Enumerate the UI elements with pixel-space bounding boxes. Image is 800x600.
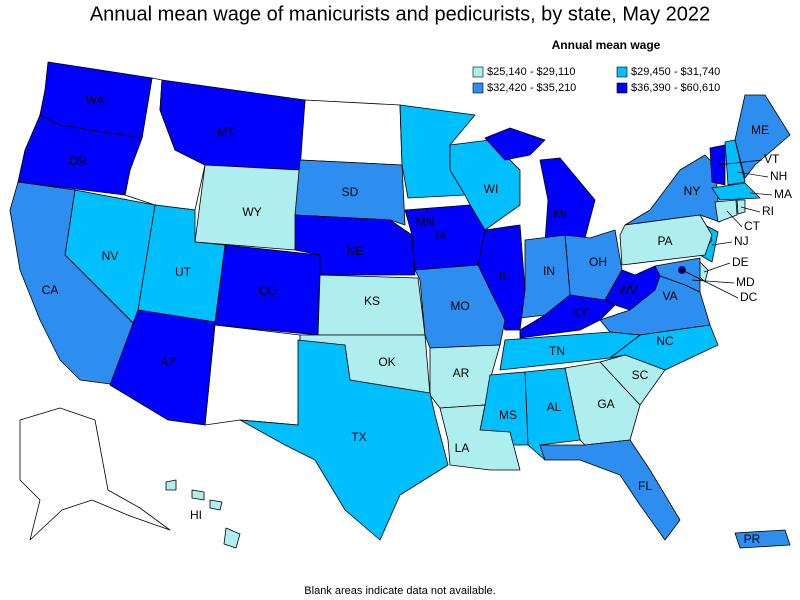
state xyxy=(17,114,143,196)
legend-label: $25,140 - $29,110 xyxy=(487,66,575,78)
state xyxy=(109,309,216,426)
state xyxy=(439,404,521,471)
state-label: AL xyxy=(547,400,562,414)
state-label: MO xyxy=(450,299,469,313)
state xyxy=(239,339,449,541)
state-label: CO xyxy=(259,284,277,298)
state-label: NJ xyxy=(734,234,749,248)
state-label: TX xyxy=(351,430,366,444)
state xyxy=(714,199,738,223)
state-label: NV xyxy=(102,249,119,263)
state-label: WA xyxy=(86,93,105,107)
state-label: KY xyxy=(572,306,588,320)
state-label: OK xyxy=(378,355,395,369)
state xyxy=(484,127,546,161)
state-label: WI xyxy=(484,182,499,196)
state xyxy=(709,144,726,186)
footnote: Blank areas indicate data not available. xyxy=(304,585,495,597)
state-label: CT xyxy=(744,219,761,233)
state xyxy=(734,529,791,549)
state xyxy=(223,527,241,549)
leader-line xyxy=(726,210,743,228)
state-label: CA xyxy=(42,283,59,297)
leader-line xyxy=(749,192,773,196)
legend-swatch xyxy=(472,66,484,78)
state-label: HI xyxy=(190,508,202,522)
legend-swatch xyxy=(472,82,484,94)
state xyxy=(539,439,681,541)
state-label: SC xyxy=(632,368,649,382)
state-label: PA xyxy=(657,234,672,248)
state-label: ME xyxy=(751,123,769,137)
blank-states xyxy=(19,77,403,541)
state-label: RI xyxy=(762,204,774,218)
state xyxy=(294,214,416,276)
leader-line xyxy=(703,262,731,273)
legend-label: $29,450 - $31,740 xyxy=(631,66,720,78)
leader-line xyxy=(681,269,739,299)
state-label: AZ xyxy=(160,355,175,369)
state xyxy=(734,94,791,179)
state xyxy=(294,159,406,226)
state-label: GA xyxy=(597,397,614,411)
legend-label: $36,390 - $60,610 xyxy=(631,82,720,94)
state-label: VT xyxy=(764,152,780,166)
state xyxy=(619,214,713,266)
state-label: DC xyxy=(740,290,758,304)
state-label: MN xyxy=(416,215,435,229)
legend-title: Annual mean wage xyxy=(552,38,661,52)
state-label: OH xyxy=(589,255,607,269)
state-label: WV xyxy=(618,283,637,297)
state-label: IA xyxy=(435,229,446,243)
state-blank xyxy=(19,407,171,541)
state-blank xyxy=(204,324,301,426)
state-label: PR xyxy=(744,532,761,546)
leader-line xyxy=(736,171,769,178)
state-label: SD xyxy=(342,185,359,199)
state xyxy=(165,479,177,491)
state-label: NE xyxy=(347,244,364,258)
state-blank xyxy=(299,99,403,166)
legend-swatch xyxy=(616,82,628,94)
state xyxy=(209,499,223,511)
state xyxy=(624,154,721,226)
state-label: AR xyxy=(453,366,470,380)
state-label: FL xyxy=(638,479,652,493)
state xyxy=(191,489,205,501)
state-label: DE xyxy=(732,255,749,269)
state-label: KS xyxy=(364,294,380,308)
state-label: MA xyxy=(774,187,792,201)
state-label: LA xyxy=(455,441,470,455)
state xyxy=(9,181,136,386)
legend-label: $32,420 - $35,210 xyxy=(487,82,576,94)
state-label: IN xyxy=(543,264,555,278)
legend-swatch xyxy=(616,66,628,78)
state-label: IL xyxy=(499,269,509,283)
leader-line xyxy=(711,241,733,246)
leader-line xyxy=(717,159,763,166)
state-dot xyxy=(678,266,686,274)
map-title: Annual mean wage of manicurists and pedi… xyxy=(90,3,710,25)
state-label: TN xyxy=(549,344,565,358)
state-label: UT xyxy=(175,265,192,279)
state-label: MS xyxy=(499,408,517,422)
state xyxy=(711,182,761,201)
state-label: NC xyxy=(656,334,674,348)
state-label: WY xyxy=(242,205,261,219)
state-label: MD xyxy=(736,275,755,289)
states xyxy=(9,61,791,549)
state xyxy=(499,331,641,371)
leader-line xyxy=(691,279,735,284)
leader-line xyxy=(740,206,761,213)
state xyxy=(539,157,596,243)
state-label: NH xyxy=(770,169,787,183)
state-label: NY xyxy=(684,184,701,198)
state-label: VA xyxy=(662,289,677,303)
state-label: MI xyxy=(553,207,566,221)
state xyxy=(724,139,746,186)
state-label: MT xyxy=(217,125,235,139)
state-label: OR xyxy=(69,154,87,168)
